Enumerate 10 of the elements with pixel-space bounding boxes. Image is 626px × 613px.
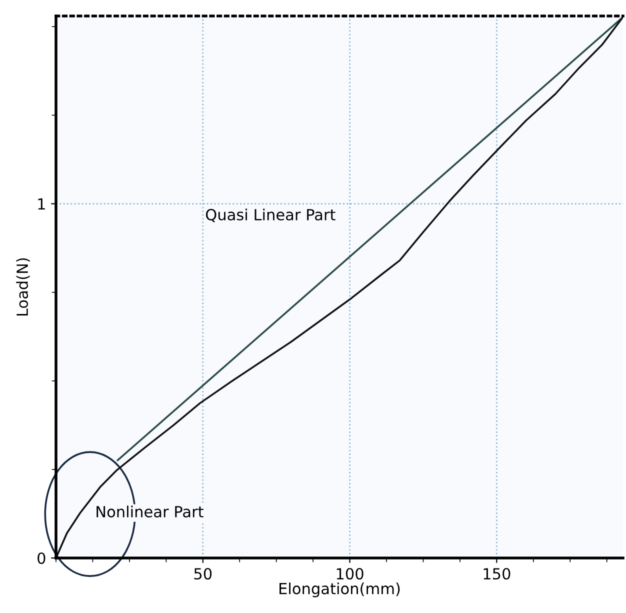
y-tick-label: 0 xyxy=(38,552,46,564)
x-tick-label: 100 xyxy=(336,568,364,580)
x-axis-title: Elongation(mm) xyxy=(280,582,400,598)
y-tick-label: 1 xyxy=(38,198,45,210)
annotation: Quasi Linear Part xyxy=(206,208,336,222)
y-axis-title: Load(N) xyxy=(16,258,30,316)
x-tick-label: 150 xyxy=(484,568,510,580)
annotation: Nonlinear Part xyxy=(96,506,204,518)
x-tick-label: 50 xyxy=(194,568,212,580)
line-series xyxy=(56,16,623,558)
